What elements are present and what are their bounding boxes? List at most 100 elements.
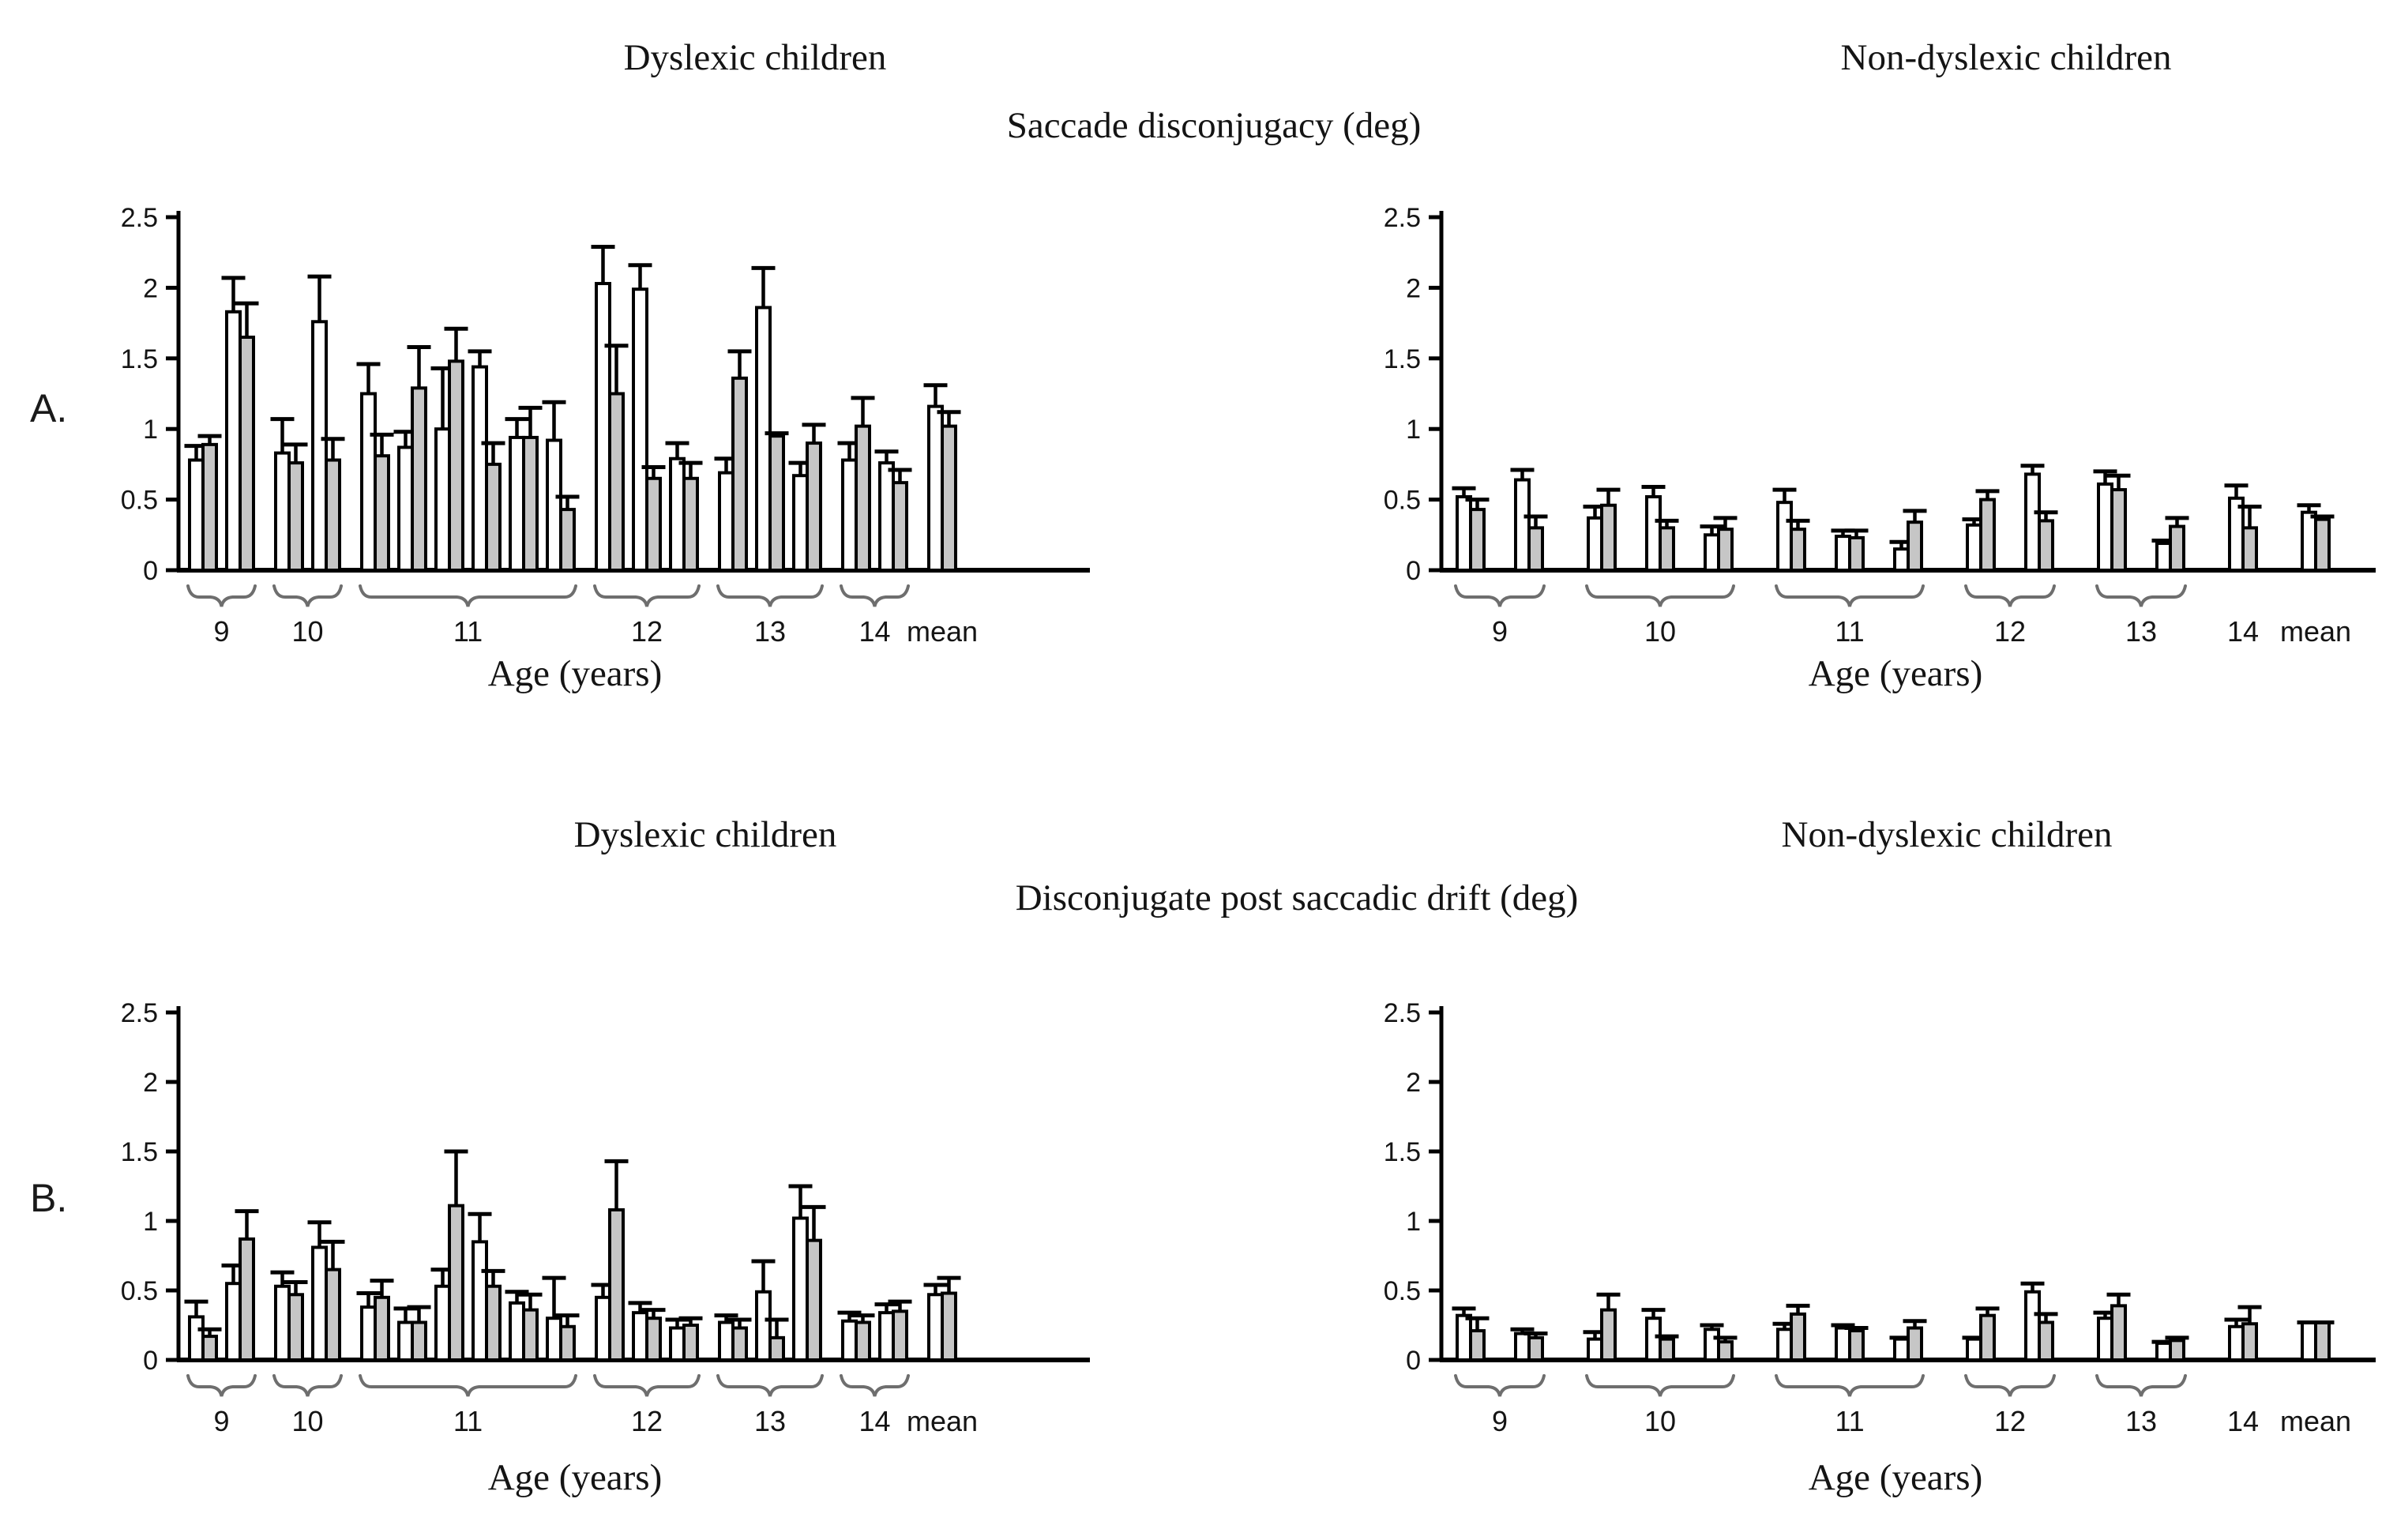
- group-label: mean: [2280, 1405, 2351, 1437]
- group-label: mean: [2280, 615, 2351, 648]
- group-label: mean: [907, 615, 978, 648]
- row-a-measure-title: Saccade disconjugacy (deg): [1006, 105, 1422, 146]
- bar-white: [755, 1290, 772, 1362]
- group-brace: [186, 1374, 257, 1397]
- bar-gray: [768, 1335, 785, 1362]
- y-tick-label: 1.5: [121, 1137, 158, 1167]
- row-b-measure-title: Disconjugate post saccadic drift (deg): [1015, 877, 1579, 918]
- bar-white: [632, 287, 648, 572]
- group-label: 12: [1994, 1405, 2026, 1437]
- bar-white: [360, 392, 377, 572]
- bar-white: [595, 282, 611, 572]
- y-tick-label: 1.5: [1384, 344, 1421, 374]
- bar-white: [632, 1311, 648, 1362]
- y-tick-label: 2: [1406, 1068, 1421, 1098]
- bar-gray: [411, 386, 427, 572]
- bar-gray: [645, 1317, 662, 1362]
- bar-white: [434, 1284, 451, 1362]
- bar-white: [397, 445, 414, 572]
- group-brace: [1964, 1374, 2056, 1397]
- bar-white: [360, 1305, 377, 1362]
- bar-gray: [768, 434, 785, 573]
- group-brace: [1775, 584, 1925, 607]
- bar-white: [669, 456, 686, 572]
- bar-white: [1587, 516, 1603, 572]
- bar-gray: [1979, 1313, 1996, 1362]
- bar-white: [1893, 547, 1910, 572]
- bar-gray: [2241, 1322, 2258, 1362]
- bar-white: [472, 365, 488, 572]
- bar-white: [718, 471, 735, 572]
- row-b-right-title: Non-dyslexic children: [1781, 814, 2113, 855]
- bar-white: [2097, 1317, 2113, 1362]
- y-tick-label: 2: [143, 273, 158, 303]
- bar-white: [2024, 472, 2041, 573]
- y-tick-label: 0.5: [1384, 486, 1421, 516]
- bar-gray: [608, 392, 625, 572]
- group-brace: [593, 1374, 701, 1397]
- y-tick-label: 0.5: [1384, 1276, 1421, 1306]
- bar-white: [1966, 523, 1982, 572]
- bar-gray: [2110, 488, 2127, 572]
- bar-white: [1456, 495, 1472, 572]
- y-tick-label: 0.5: [121, 486, 158, 516]
- bar-gray: [201, 1335, 218, 1362]
- group-label: 9: [1492, 615, 1508, 648]
- bar-white: [2301, 1320, 2317, 1362]
- bar-white: [755, 306, 772, 572]
- bar-white: [878, 1311, 895, 1362]
- group-brace: [186, 584, 257, 607]
- bar-gray: [806, 1238, 822, 1362]
- group-label: 10: [1644, 615, 1676, 648]
- bar-white: [472, 1240, 488, 1362]
- group-label: 10: [1644, 1405, 1676, 1437]
- y-tick-label: 2: [143, 1068, 158, 1098]
- bar-gray: [522, 1308, 539, 1362]
- bar-gray: [1659, 526, 1675, 572]
- group-brace: [1454, 584, 1546, 607]
- bar-gray: [645, 476, 662, 573]
- group-label: 9: [1492, 1405, 1508, 1437]
- bar-white: [1835, 535, 1851, 573]
- bar-gray: [287, 461, 304, 572]
- group-label: 14: [858, 615, 890, 648]
- bar-gray: [1469, 1329, 1486, 1362]
- group-label: 13: [754, 615, 786, 648]
- bar-white: [1704, 1328, 1720, 1362]
- y-tick-label: 1: [143, 415, 158, 445]
- age-axis-label: Age (years): [1809, 653, 1983, 694]
- bar-white: [546, 1317, 562, 1362]
- bar-white: [2155, 1341, 2172, 1362]
- group-label: 13: [2125, 615, 2157, 648]
- y-tick-label: 2: [1406, 273, 1421, 303]
- panel-a-label: A.: [30, 386, 68, 430]
- bar-gray: [559, 1324, 576, 1362]
- y-tick-label: 1: [1406, 415, 1421, 445]
- group-label: 12: [1994, 615, 2026, 648]
- bar-gray: [374, 1295, 390, 1362]
- bar-white: [595, 1295, 611, 1362]
- bar-white: [669, 1326, 686, 1362]
- group-brace: [2095, 1374, 2187, 1397]
- y-tick-label: 0: [1406, 1346, 1421, 1376]
- bar-gray: [2169, 524, 2185, 573]
- y-tick-label: 2.5: [1384, 998, 1421, 1028]
- row-a-right-title: Non-dyslexic children: [1840, 37, 2172, 78]
- group-label: 14: [2227, 1405, 2259, 1437]
- row-a-left-title: Dyslexic children: [623, 37, 887, 78]
- bar-gray: [201, 442, 218, 572]
- bar-gray: [325, 1268, 341, 1362]
- bar-gray: [1848, 1329, 1865, 1362]
- group-brace: [1964, 584, 2056, 607]
- bar-gray: [731, 1326, 748, 1362]
- bar-white: [434, 427, 451, 573]
- bar-white: [2024, 1290, 2041, 1362]
- bar-white: [841, 1319, 858, 1362]
- bar-white: [225, 310, 242, 572]
- group-label: 12: [631, 615, 663, 648]
- bar-white: [1893, 1337, 1910, 1362]
- bar-white: [2155, 542, 2172, 573]
- bar-white: [927, 1293, 944, 1362]
- bar-white: [546, 438, 562, 573]
